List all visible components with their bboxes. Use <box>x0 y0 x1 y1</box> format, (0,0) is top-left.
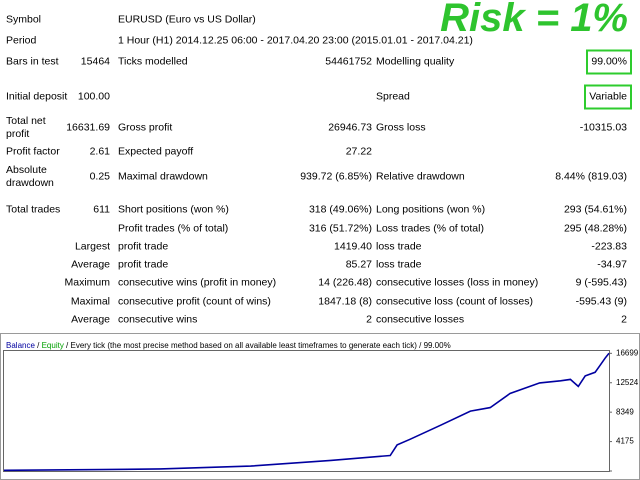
balance-line <box>3 352 610 472</box>
field-value: loss trade <box>376 240 422 253</box>
field-value: 2 <box>621 313 627 326</box>
field-value: 99.00% <box>586 49 632 75</box>
field-value: EURUSD (Euro vs US Dollar) <box>118 13 256 26</box>
quality-label: 99.00% <box>424 341 451 350</box>
risk-badge: Risk = 1% <box>440 0 628 40</box>
field-label: Gross profit <box>118 121 173 134</box>
balance-chart: Balance / Equity / Every tick (the most … <box>0 333 640 480</box>
field-value: 1419.40 <box>334 240 372 253</box>
field-value: 85.27 <box>345 258 372 271</box>
field-value: 16631.69 <box>66 121 110 134</box>
chart-header: Balance / Equity / Every tick (the most … <box>6 341 451 350</box>
field-label: Total trades <box>6 203 61 216</box>
field-value: 26946.73 <box>328 121 372 134</box>
y-tick-label: 8349 <box>616 407 634 416</box>
y-tick-label: 4175 <box>616 437 634 446</box>
legend-entry: Equity <box>42 341 64 350</box>
field-value: -34.97 <box>597 258 627 271</box>
field-value: 318 (49.06%) <box>308 203 372 216</box>
field-value: Average <box>71 313 110 326</box>
field-value: 54461752 <box>325 55 372 68</box>
separator: / <box>417 341 424 350</box>
field-value: Maximum <box>64 276 110 289</box>
field-label: Symbol <box>6 13 42 26</box>
chart-subtitle: Every tick (the most precise method base… <box>71 341 418 350</box>
field-value: consecutive loss (count of losses) <box>376 295 533 308</box>
field-value: Average <box>71 258 110 271</box>
field-label: Long positions (won %) <box>376 203 486 216</box>
field-value: 2.61 <box>89 145 110 158</box>
legend-entry: Balance <box>6 341 35 350</box>
field-label: Ticks modelled <box>118 55 188 68</box>
field-value: 9 (-595.43) <box>575 276 627 289</box>
field-label: Short positions (won %) <box>118 203 229 216</box>
field-value: 1 Hour (H1) 2014.12.25 06:00 - 2017.04.2… <box>118 34 473 47</box>
separator: / <box>35 341 42 350</box>
field-value: profit trade <box>118 258 169 271</box>
field-value: 316 (51.72%) <box>308 222 372 235</box>
field-value: loss trade <box>376 258 422 271</box>
field-label: Total net profit <box>6 115 46 140</box>
field-value: 611 <box>93 203 110 216</box>
field-value: 293 (54.61%) <box>563 203 627 216</box>
y-tick-label: 16699 <box>616 348 639 357</box>
field-value: 939.72 (6.85%) <box>300 170 372 183</box>
field-value: consecutive profit (count of wins) <box>118 295 271 308</box>
field-label: Gross loss <box>376 121 426 134</box>
field-value: consecutive wins (profit in money) <box>118 276 277 289</box>
field-value: 8.44% (819.03) <box>555 170 627 183</box>
field-value: profit trade <box>118 240 169 253</box>
field-value: 27.22 <box>345 145 372 158</box>
field-label: Period <box>6 34 37 47</box>
field-value: consecutive losses (loss in money) <box>376 276 539 289</box>
field-value: consecutive wins <box>118 313 198 326</box>
plot-area <box>3 350 610 472</box>
y-tick-label: 12524 <box>616 378 639 387</box>
separator: / <box>64 341 71 350</box>
field-label: Profit factor <box>6 145 60 158</box>
field-value: -595.43 (9) <box>575 295 627 308</box>
field-value: 295 (48.28%) <box>563 222 627 235</box>
field-value: 2 <box>366 313 372 326</box>
field-label: Initial deposit <box>6 90 68 103</box>
field-label: Absolute drawdown <box>6 164 54 189</box>
field-value: Largest <box>74 240 110 253</box>
field-value: Maximal <box>70 295 110 308</box>
field-label: Modelling quality <box>376 55 455 68</box>
field-value: -10315.03 <box>579 121 627 134</box>
field-value: Variable <box>584 84 632 110</box>
field-value: consecutive losses <box>376 313 465 326</box>
field-label: Spread <box>376 90 410 103</box>
field-value: 15464 <box>80 55 110 68</box>
field-value: -223.83 <box>591 240 627 253</box>
field-label: Expected payoff <box>118 145 194 158</box>
field-value: 100.00 <box>77 90 110 103</box>
field-label: Bars in test <box>6 55 59 68</box>
field-value: 1847.18 (8) <box>318 295 372 308</box>
field-label: Loss trades (% of total) <box>376 222 484 235</box>
field-label: Profit trades (% of total) <box>118 222 229 235</box>
field-value: 0.25 <box>89 170 110 183</box>
field-label: Maximal drawdown <box>118 170 208 183</box>
field-value: 14 (226.48) <box>318 276 372 289</box>
field-label: Relative drawdown <box>376 170 465 183</box>
